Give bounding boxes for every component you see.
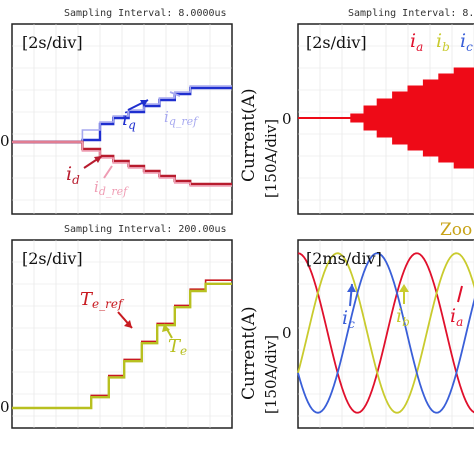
arrow-head-icon	[399, 284, 409, 292]
grid	[298, 240, 474, 428]
panel-bottom-right: Current(A) [150A/div] 0 [2ms/div] ic ib …	[239, 239, 474, 429]
te-annotation: Te_ref Te	[80, 289, 187, 358]
phase-b-wave	[297, 252, 474, 414]
arrow-head-icon	[162, 324, 170, 332]
grid	[12, 24, 232, 214]
zoom-label: Zoo	[440, 220, 472, 240]
series-d	[12, 140, 232, 186]
zero-label: 0	[0, 398, 10, 416]
y-axis-label: Current(A)	[239, 88, 259, 182]
panel-bottom-left: Sampling Interval: 200.00us [2s/div] 0 T…	[0, 224, 233, 429]
iq-ref-arrow	[169, 91, 181, 97]
series-q-ref	[12, 85, 232, 143]
sampling-interval-header: Sampling Interval: 200.00us	[64, 224, 227, 235]
y-scale-label: [150A/div]	[262, 335, 280, 414]
panel-top-right: Sampling Interval: 8. Current(A) [150A/d…	[239, 8, 474, 240]
traces	[12, 85, 232, 187]
traces	[12, 279, 232, 410]
zero-label: 0	[0, 132, 10, 150]
arrow-head-icon	[140, 100, 148, 107]
zero-label: 0	[282, 324, 292, 342]
series-e	[12, 282, 232, 410]
y-axis-label: Current(A)	[239, 306, 259, 400]
timebase-label: [2s/div]	[22, 249, 83, 268]
te-ref-symbol: Te_ref	[80, 289, 125, 311]
zero-label: 0	[282, 110, 292, 128]
timebase-label: [2s/div]	[306, 33, 367, 52]
arrow-head-icon	[94, 156, 102, 163]
current-envelope	[298, 67, 474, 169]
arrow-head-icon	[347, 284, 356, 292]
panel-top-left: Sampling Interval: 8.0000us [2s/div] 0 i…	[0, 8, 233, 215]
arrow-head-icon	[124, 320, 132, 328]
id-ref-arrow	[103, 165, 113, 179]
ia-arrow	[457, 285, 463, 303]
traces	[297, 252, 474, 414]
sampling-interval-header: Sampling Interval: 8.0000us	[64, 8, 227, 19]
timebase-label: [2s/div]	[22, 33, 83, 52]
series-d-ref	[12, 141, 232, 187]
phase-c-wave	[297, 252, 474, 414]
y-scale-label: [150A/div]	[262, 119, 280, 198]
grid	[12, 240, 232, 428]
sampling-interval-header: Sampling Interval: 8.	[348, 8, 474, 19]
timebase-label: [2ms/div]	[306, 249, 382, 268]
series-e-ref	[12, 279, 232, 409]
traces	[298, 67, 474, 169]
